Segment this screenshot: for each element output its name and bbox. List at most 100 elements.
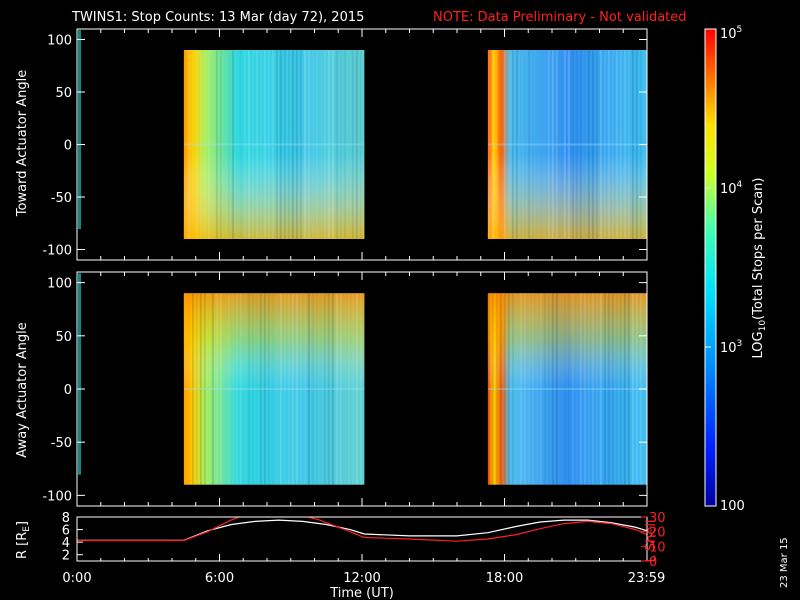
heatmap-streak bbox=[355, 50, 358, 239]
xtick-label: 12:00 bbox=[343, 571, 380, 586]
chart-title: TWINS1: Stop Counts: 13 Mar (day 72), 20… bbox=[71, 10, 364, 25]
radius-line bbox=[77, 519, 647, 541]
heatmap-streak bbox=[239, 293, 242, 485]
heatmap-streak bbox=[287, 50, 290, 239]
heatmap-streak bbox=[219, 50, 222, 239]
ytick-label: 6 bbox=[62, 524, 70, 539]
time-xlabel: Time (UT) bbox=[329, 586, 394, 600]
heatmap-seam bbox=[183, 143, 365, 146]
heatmap-streak bbox=[307, 293, 310, 485]
heatmap-streak bbox=[251, 293, 254, 485]
heatmap-streak bbox=[327, 293, 330, 485]
heatmap-seam bbox=[487, 143, 647, 146]
heatmap-streak bbox=[255, 50, 258, 239]
heatmap-streak bbox=[527, 50, 530, 239]
y2tick-label: 20 bbox=[649, 526, 666, 541]
heatmap-streak bbox=[611, 293, 614, 485]
heatmap-seam bbox=[183, 388, 365, 390]
orbit-ylabel: R [RE] bbox=[15, 521, 32, 559]
colorbar-tick-label: 100 bbox=[720, 499, 745, 514]
y2tick-label: 30 bbox=[649, 511, 666, 526]
date-stamp: 23 Mar 15 bbox=[779, 537, 790, 588]
ytick-label: -100 bbox=[42, 244, 72, 259]
heatmap-streak bbox=[627, 293, 630, 485]
heatmap-streak bbox=[507, 293, 510, 485]
heatmap-streak bbox=[343, 50, 346, 239]
heatmap-streak bbox=[279, 293, 282, 485]
heatmap-streak bbox=[287, 293, 290, 485]
heatmap-streak bbox=[611, 50, 614, 239]
heatmap-streak bbox=[579, 293, 582, 485]
heatmap-streak bbox=[527, 293, 530, 485]
heatmap-streak bbox=[191, 293, 194, 485]
heatmap-streak bbox=[543, 293, 546, 485]
heatmap-streak bbox=[495, 293, 498, 485]
heatmap-streak bbox=[491, 293, 494, 485]
heatmap-streak bbox=[551, 50, 554, 239]
ytick-label: 100 bbox=[47, 34, 72, 49]
heatmap-streak bbox=[251, 50, 254, 239]
heatmap-streak bbox=[311, 50, 314, 239]
heatmap-streak bbox=[511, 293, 514, 485]
heatmap-streak bbox=[615, 50, 618, 239]
heatmap-streak bbox=[259, 50, 262, 239]
heatmap-streak bbox=[295, 293, 298, 485]
heatmap-streak bbox=[503, 50, 506, 239]
heatmap-streak bbox=[283, 293, 286, 485]
ytick-label: 4 bbox=[62, 536, 70, 551]
heatmap-streak bbox=[595, 50, 598, 239]
heatmap-streak bbox=[247, 293, 250, 485]
colorbar-label: LOG10(Total Stops per Scan) bbox=[751, 178, 768, 359]
heatmap-streak bbox=[275, 50, 278, 239]
heatmap-streak bbox=[331, 50, 334, 239]
heatmap-streak bbox=[227, 293, 230, 485]
colorbar-tick-label: 105 bbox=[720, 25, 742, 42]
heatmap-streak bbox=[331, 293, 334, 485]
heatmap-streak bbox=[503, 293, 506, 485]
ytick-label: 2 bbox=[62, 549, 70, 564]
heatmap-streak bbox=[291, 50, 294, 239]
heatmap-streak bbox=[583, 293, 586, 485]
heatmap-streak bbox=[603, 293, 606, 485]
heatmap-streak bbox=[271, 50, 274, 239]
heatmap-streak bbox=[619, 293, 622, 485]
lshell-line bbox=[77, 517, 647, 542]
heatmap-streak bbox=[587, 293, 590, 485]
heatmap-streak bbox=[231, 50, 234, 239]
heatmap-streak bbox=[599, 50, 602, 239]
heatmap-streak bbox=[339, 293, 342, 485]
edge-stripe bbox=[78, 273, 81, 475]
heatmap-streak bbox=[587, 50, 590, 239]
heatmap-streak bbox=[359, 50, 362, 239]
colorbar-tick-label: 104 bbox=[720, 180, 743, 197]
xtick-label: 6:00 bbox=[205, 571, 234, 586]
heatmap-streak bbox=[203, 50, 206, 239]
heatmap-streak bbox=[563, 293, 566, 485]
heatmap-streak bbox=[539, 293, 542, 485]
heatmap-streak bbox=[295, 50, 298, 239]
y2tick-label: 0 bbox=[649, 555, 657, 570]
heatmap-streak bbox=[207, 50, 210, 239]
heatmap-streak bbox=[351, 50, 354, 239]
heatmap-streak bbox=[311, 293, 314, 485]
heatmap-seam bbox=[487, 388, 647, 390]
heatmap-streak bbox=[579, 50, 582, 239]
ytick-label: 0 bbox=[64, 383, 72, 398]
heatmap-overlay bbox=[183, 50, 365, 239]
heatmap-streak bbox=[219, 293, 222, 485]
ytick-label: 8 bbox=[62, 511, 70, 526]
heatmap-streak bbox=[591, 50, 594, 239]
heatmap-streak bbox=[243, 293, 246, 485]
heatmap-streak bbox=[623, 50, 626, 239]
heatmap-streak bbox=[547, 50, 550, 239]
lshell-ylabel: L Shell bbox=[644, 519, 659, 562]
heatmap-streak bbox=[499, 293, 502, 485]
heatmap-streak bbox=[323, 50, 326, 239]
heatmap-streak bbox=[487, 293, 490, 485]
heatmap-streak bbox=[607, 293, 610, 485]
away-panel: 100 50 0 -50 -100 bbox=[42, 271, 648, 507]
heatmap-streak bbox=[199, 293, 202, 485]
heatmap-streak bbox=[555, 293, 558, 485]
